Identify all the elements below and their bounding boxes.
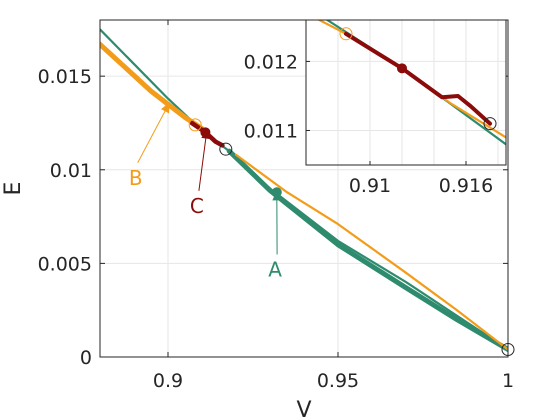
inset-marker-circle-0 [339,27,353,41]
y-axis-label: E [1,182,26,196]
main-annotations: A B C [129,102,282,281]
inset-y-tick-label-0: 0.011 [244,120,298,142]
main-series-green-thick [226,148,508,352]
inset-plot: 0.91 0.916 0.011 0.012 [244,19,507,197]
main-series-lines [100,28,508,352]
inset-y-tick-label-1: 0.012 [244,51,298,73]
inset-x-tick-label-0: 0.91 [349,175,391,197]
main-marker-circle-0 [188,118,202,132]
inset-series-darkred [344,31,492,126]
inset-marker-dot-1 [397,63,407,74]
y-tick-label-3: 0.015 [38,66,92,88]
annotation-A-label: A [268,257,282,281]
y-tick-label-0: 0 [80,347,92,369]
annotation-B-arrow-head [161,102,170,114]
inset-gridlines [306,20,506,165]
x-axis-label: V [296,398,311,420]
annotation-A-arrow-head [272,190,282,201]
annotation-B-label: B [129,166,143,190]
y-tick-label-2: 0.01 [50,160,92,182]
main-marker-circle-1 [219,142,233,156]
x-tick-label-0: 0.9 [153,370,183,392]
x-tick-label-2: 1 [502,370,514,392]
inset-plot-frame [305,19,507,166]
annotation-B-arrow-line [137,102,171,163]
annotation-C-arrow-head [201,128,211,140]
main-ticks: 0.9 0.95 1 0 0.005 0.01 0.015 [38,20,514,392]
inset-x-tick-label-1: 0.916 [439,175,493,197]
main-series-orange [234,153,508,351]
annotation-C-arrow-line [198,128,208,191]
inset-ticks: 0.91 0.916 0.011 0.012 [244,51,494,197]
inset-background [306,20,506,165]
y-tick-label-1: 0.005 [38,253,92,275]
inset-markers [339,27,497,131]
main-plot-frame [99,19,509,358]
main-series-darkred [189,120,225,148]
inset-marker-circle-2 [483,117,497,131]
main-series-orange-thick [100,41,205,132]
x-tick-label-1: 0.95 [317,370,359,392]
annotation-C-label: C [190,194,204,218]
